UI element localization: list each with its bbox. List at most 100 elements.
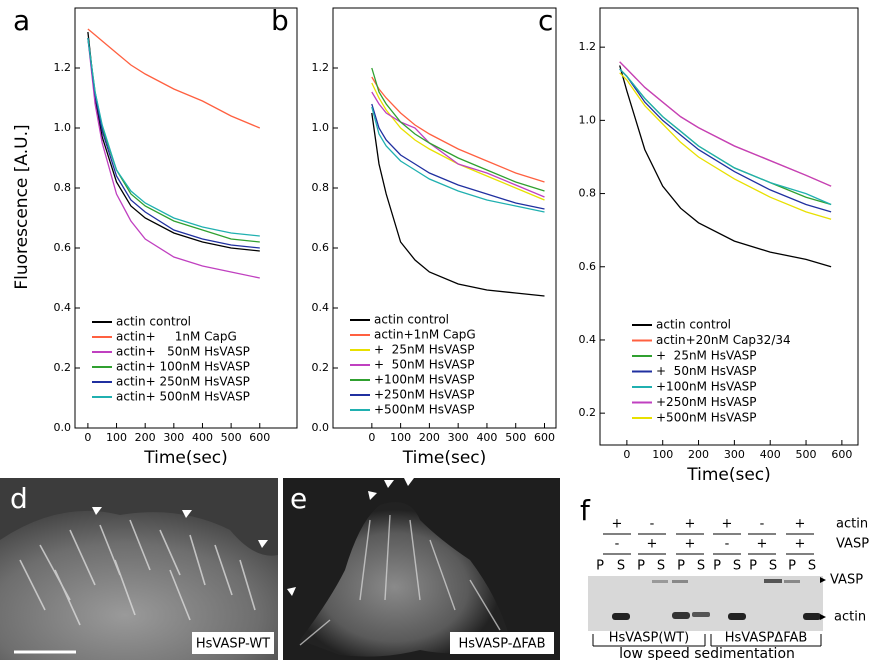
vasp-sign: + <box>757 537 768 552</box>
actin-sign: + <box>612 517 623 532</box>
legend-label: +500nM HsVASP <box>374 403 475 417</box>
legend-label: + 50nM HsVASP <box>656 364 757 378</box>
filaments <box>299 514 501 646</box>
x-tick-label: 500 <box>796 448 817 461</box>
x-tick-label: 100 <box>106 431 127 444</box>
panel-letter: e <box>290 482 307 515</box>
legend-label: + 25nM HsVASP <box>656 349 757 363</box>
x-tick-label: 400 <box>192 431 213 444</box>
chart: 0.2 0.4 0.6 0.8 1.0 1.2 0 100 200 300 400 500 600 Tim… <box>538 4 859 485</box>
x-tick-label: 300 <box>724 448 745 461</box>
x-tick-label: 100 <box>390 431 411 444</box>
data-line <box>371 82 545 201</box>
x-tick-label: 200 <box>419 431 440 444</box>
data-line <box>87 37 260 249</box>
arrowheads <box>287 478 414 596</box>
legend-label: +250nM HsVASP <box>656 395 757 409</box>
y-tick-label: 0.0 <box>312 421 330 434</box>
legend-label: actin+1nM CapG <box>374 328 476 342</box>
data-line <box>87 37 260 243</box>
data-line <box>619 61 832 187</box>
y-tick-label: 0.0 <box>54 421 72 434</box>
x-tick-label: 200 <box>688 448 709 461</box>
legend-label: +100nM HsVASP <box>656 380 757 394</box>
y-axis-title: Fluorescence [A.U.] <box>12 124 32 289</box>
y-tick-label: 1.0 <box>312 121 330 134</box>
x-tick-label: 100 <box>652 448 673 461</box>
lane-label: P <box>713 559 721 574</box>
actin-sign: - <box>760 517 765 532</box>
lane-label: P <box>677 559 685 574</box>
chart: 0.0 0.2 0.4 0.6 0.8 1.0 1.2 0 100 200 300 400 500 600… <box>12 4 298 468</box>
y-tick-label: 1.0 <box>54 121 72 134</box>
lane-label: P <box>637 559 645 574</box>
data-line <box>619 68 832 206</box>
y-tick-label: 0.2 <box>54 361 72 374</box>
y-tick-label: 0.8 <box>312 181 330 194</box>
cell <box>300 502 510 657</box>
x-tick-label: 0 <box>623 448 630 461</box>
x-tick-label: 300 <box>163 431 184 444</box>
data-line <box>619 68 832 206</box>
x-tick-label: 0 <box>368 431 375 444</box>
y-tick-label: 1.0 <box>579 113 597 126</box>
legend-label: +250nM HsVASP <box>374 388 475 402</box>
data-line <box>619 61 832 187</box>
x-axis-title: Time(sec) <box>402 448 487 468</box>
band-arrow <box>820 577 826 620</box>
legend-label: actin control <box>116 315 191 329</box>
image-caption: HsVASP-WT <box>196 637 270 652</box>
legend-label: actin+20nM Cap32/34 <box>656 333 791 347</box>
x-tick-label: 600 <box>534 431 555 444</box>
legend-label: +500nM HsVASP <box>656 411 757 425</box>
row-label: actin <box>836 517 868 532</box>
actin-sign: - <box>650 517 655 532</box>
plot-frame <box>332 7 557 429</box>
panel-letter: b <box>271 4 289 37</box>
actin-sign: + <box>685 517 696 532</box>
x-tick-label: 300 <box>448 431 469 444</box>
data-line <box>87 31 260 252</box>
vasp-sign: - <box>725 537 730 552</box>
image-e: HsVASP-ΔFAB e <box>283 478 560 660</box>
x-tick-label: 600 <box>831 448 852 461</box>
data-line <box>619 72 832 220</box>
data-line <box>619 65 832 268</box>
data-line <box>371 67 545 192</box>
legend-label: + 50nM HsVASP <box>374 358 475 372</box>
bands <box>612 579 821 620</box>
lane-label: S <box>657 559 665 574</box>
gel-image <box>588 576 823 631</box>
legend-label: + 25nM HsVASP <box>374 343 475 357</box>
y-tick-label: 1.2 <box>312 61 330 74</box>
x-tick-label: 400 <box>760 448 781 461</box>
plot-frame <box>599 7 859 446</box>
data-line <box>371 103 545 210</box>
y-tick-label: 0.4 <box>54 301 72 314</box>
y-tick-label: 0.2 <box>312 361 330 374</box>
x-axis-title: Time(sec) <box>143 448 228 468</box>
lane-label: P <box>596 559 604 574</box>
cell <box>0 510 278 660</box>
vasp-sign: + <box>647 537 658 552</box>
lane-label: P <box>788 559 796 574</box>
y-tick-label: 0.6 <box>312 241 330 254</box>
vasp-sign: + <box>685 537 696 552</box>
data-line <box>371 76 545 183</box>
x-axis-title: Time(sec) <box>686 465 771 485</box>
legend-label: actin control <box>656 318 731 332</box>
actin-sign: + <box>795 517 806 532</box>
y-tick-label: 0.8 <box>54 181 72 194</box>
data-line <box>371 106 545 213</box>
data-line <box>619 68 832 213</box>
x-tick-label: 0 <box>84 431 91 444</box>
legend-label: actin+ 500nM HsVASP <box>116 390 250 404</box>
y-tick-label: 0.6 <box>579 260 597 273</box>
plot-frame <box>74 7 298 429</box>
lane-label: S <box>808 559 816 574</box>
band-label: actin <box>834 610 866 625</box>
panel-letter: f <box>580 494 591 527</box>
group-label: HsVASPΔFAB <box>725 631 808 646</box>
row-label: VASP <box>836 537 869 552</box>
group-label: HsVASP(WT) <box>609 631 690 646</box>
